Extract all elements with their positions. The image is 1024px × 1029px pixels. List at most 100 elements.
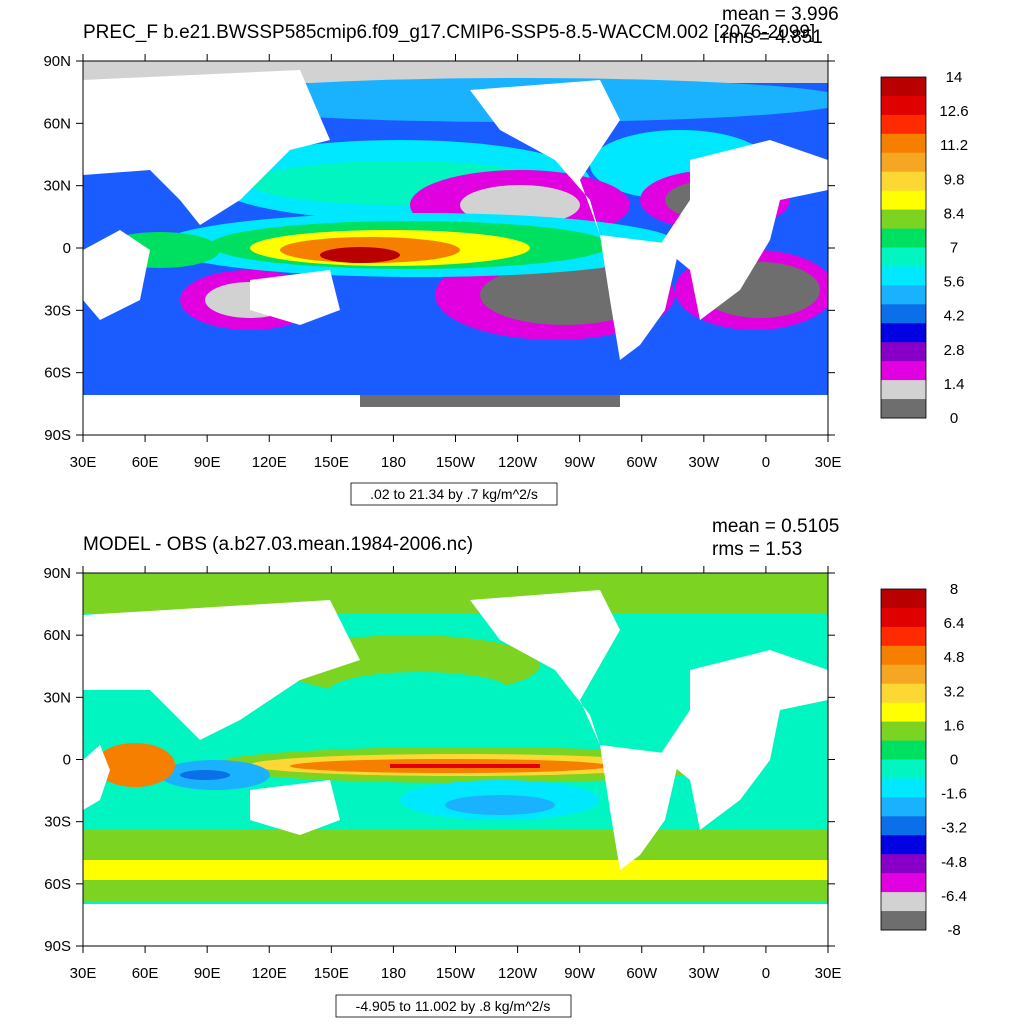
panel1-itcz-red [320, 247, 400, 263]
colorbar-swatch [881, 702, 926, 723]
colorbar-swatch [881, 797, 926, 817]
panel2-map [83, 573, 828, 946]
y-tick-label: 0 [63, 240, 71, 257]
y-tick-label: 30N [43, 178, 71, 195]
x-tick-label: 90E [194, 454, 221, 471]
x-tick-label: 30W [688, 965, 720, 982]
colorbar-label: -8 [947, 922, 960, 939]
panel1-colorbar: 14 12.6 11.2 9.8 8.4 7 5.6 4.2 2.8 1.4 0 [880, 69, 969, 427]
y-tick-label: 90N [43, 53, 71, 70]
x-tick-label: 90W [564, 454, 596, 471]
panel2-rms: rms = 1.53 [712, 539, 802, 560]
x-tick-label: 60W [626, 454, 658, 471]
colorbar-swatch [881, 228, 926, 248]
y-tick-label: 60N [43, 115, 71, 132]
x-tick-label: 120E [252, 454, 287, 471]
colorbar-swatch [881, 285, 926, 305]
colorbar-label: -4.8 [941, 854, 967, 871]
colorbar-label: 5.6 [944, 274, 965, 291]
x-tick-label: 0 [762, 965, 770, 982]
colorbar-label: 14 [946, 69, 963, 86]
panel1-mean: mean = 3.996 [722, 4, 839, 25]
colorbar-swatch [881, 380, 926, 400]
panel1-x-axis: 30E 60E 90E 120E 150E 180 150W 120W 90W 60W 30W 0 30… [70, 54, 842, 471]
colorbar-label: 0 [950, 410, 958, 427]
colorbar-swatch [881, 399, 926, 419]
colorbar-swatch [881, 77, 926, 97]
colorbar-swatch [881, 854, 926, 874]
colorbar-label: 8 [950, 581, 958, 598]
panel2-colorbar: 8 6.4 4.8 3.2 1.6 0 -1.6 -3.2 -4.8 -6.4 -8 [880, 581, 967, 939]
colorbar-label: 4.8 [944, 649, 965, 666]
x-tick-label: 30W [688, 454, 720, 471]
x-tick-label: 60E [132, 454, 159, 471]
panel2-np-cyan [330, 672, 510, 708]
colorbar-swatch [881, 266, 926, 286]
colorbar-swatch [881, 152, 926, 173]
x-tick-label: 0 [762, 454, 770, 471]
x-tick-label: 30E [815, 965, 842, 982]
colorbar-frame [880, 588, 927, 931]
colorbar-swatch [881, 759, 926, 779]
y-tick-label: 90N [43, 565, 71, 582]
colorbar-label: 11.2 [940, 137, 968, 154]
y-tick-label: 90S [44, 427, 71, 444]
x-tick-label: 30E [70, 454, 97, 471]
colorbar-swatch [881, 607, 926, 628]
y-tick-label: 30S [44, 302, 71, 319]
colorbar-swatch [881, 342, 926, 362]
panel2-itcz-red [390, 764, 540, 768]
colorbar-label: 1.6 [944, 717, 965, 734]
colorbar-swatch [881, 626, 926, 647]
colorbar-label: -3.2 [941, 820, 967, 837]
panel2-antarctica [83, 904, 828, 946]
colorbar-label: 2.8 [944, 342, 965, 359]
y-tick-label: 90S [44, 938, 71, 955]
panel2-africa-east-orange [95, 743, 175, 787]
colorbar-label: 1.4 [944, 376, 965, 393]
panel2-io-dark [180, 770, 230, 780]
y-tick-label: 30N [43, 689, 71, 706]
colorbar-label: 12.6 [939, 103, 968, 120]
colorbar-swatch [881, 892, 926, 912]
colorbar-swatch [881, 683, 926, 704]
y-tick-label: 60S [44, 365, 71, 382]
x-tick-label: 150W [436, 965, 476, 982]
x-tick-label: 60W [626, 965, 658, 982]
colorbar-swatch [881, 361, 926, 381]
colorbar-swatch [881, 721, 926, 742]
panel1-range-box [350, 482, 558, 506]
panel2-mean: mean = 0.5105 [712, 516, 839, 537]
x-tick-label: 150W [436, 454, 476, 471]
colorbar-swatch [881, 778, 926, 798]
colorbar-label: 3.2 [944, 683, 965, 700]
colorbar-swatch [881, 873, 926, 893]
colorbar-swatch [881, 589, 926, 609]
colorbar-swatch [881, 645, 926, 666]
panel1-antarctic-coast [360, 395, 620, 407]
x-tick-label: 90W [564, 965, 596, 982]
x-tick-label: 30E [815, 454, 842, 471]
panel-bias: MODEL - OBS (a.b27.03.mean.1984-2006.nc)… [43, 516, 967, 1018]
x-tick-label: 180 [381, 965, 406, 982]
colorbar-label: 4.2 [944, 308, 965, 325]
y-tick-label: 0 [63, 752, 71, 769]
colorbar-label: -1.6 [941, 786, 967, 803]
colorbar-swatch [881, 304, 926, 324]
colorbar-swatch [881, 835, 926, 855]
panel1-y-axis: 90N 60N 30N 0 30S 60S 90S [43, 53, 835, 444]
x-tick-label: 150E [314, 965, 349, 982]
panel2-title: MODEL - OBS (a.b27.03.mean.1984-2006.nc) [83, 534, 473, 555]
colorbar-swatch [881, 247, 926, 267]
panel1-map [83, 61, 828, 435]
colorbar-swatch [881, 190, 926, 211]
y-tick-label: 30S [44, 814, 71, 831]
colorbar-swatch [881, 323, 926, 343]
colorbar-label: 7 [950, 240, 958, 257]
panel2-range-box [335, 994, 572, 1018]
colorbar-swatch [881, 171, 926, 192]
panel1-southern-ocean [83, 350, 828, 390]
panel2-x-axis: 30E 60E 90E 120E 150E 180 150W 120W 90W 60W 30W 0 30… [70, 566, 842, 982]
panel2-southern-green-2 [83, 880, 828, 902]
